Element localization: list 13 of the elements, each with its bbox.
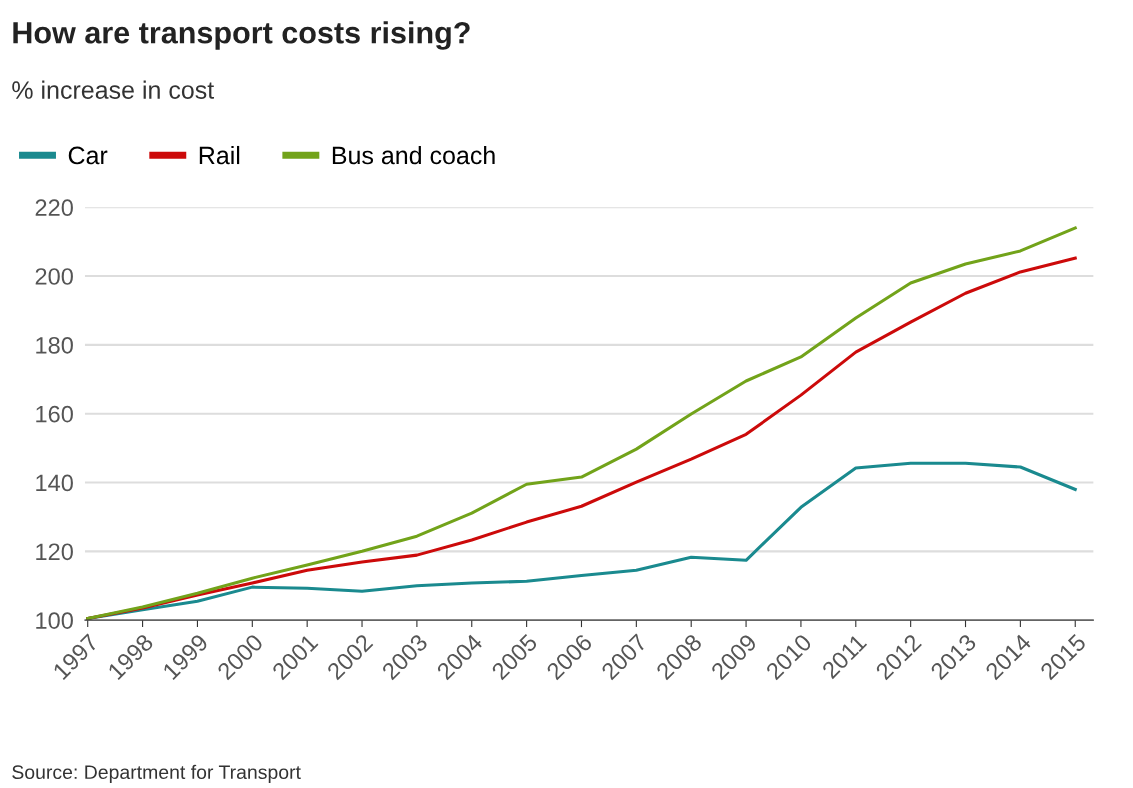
legend-label: Rail: [199, 145, 240, 165]
y-tick-label: 140: [36, 474, 73, 492]
legend-label: Car: [68, 146, 108, 165]
y-tick-label: 200: [35, 268, 73, 285]
y-tick-label: 180: [36, 336, 73, 354]
y-tick-label: 100: [36, 612, 73, 629]
legend-label: Bus and coach: [332, 145, 495, 165]
source-note: Source: Department for Transport: [12, 764, 301, 783]
y-tick-label: 220: [35, 199, 73, 217]
y-tick-label: 120: [36, 543, 73, 561]
y-tick-label: 160: [36, 405, 73, 423]
chart-title: How are transport costs rising?: [13, 21, 470, 50]
chart-subtitle: % increase in cost: [12, 80, 215, 99]
